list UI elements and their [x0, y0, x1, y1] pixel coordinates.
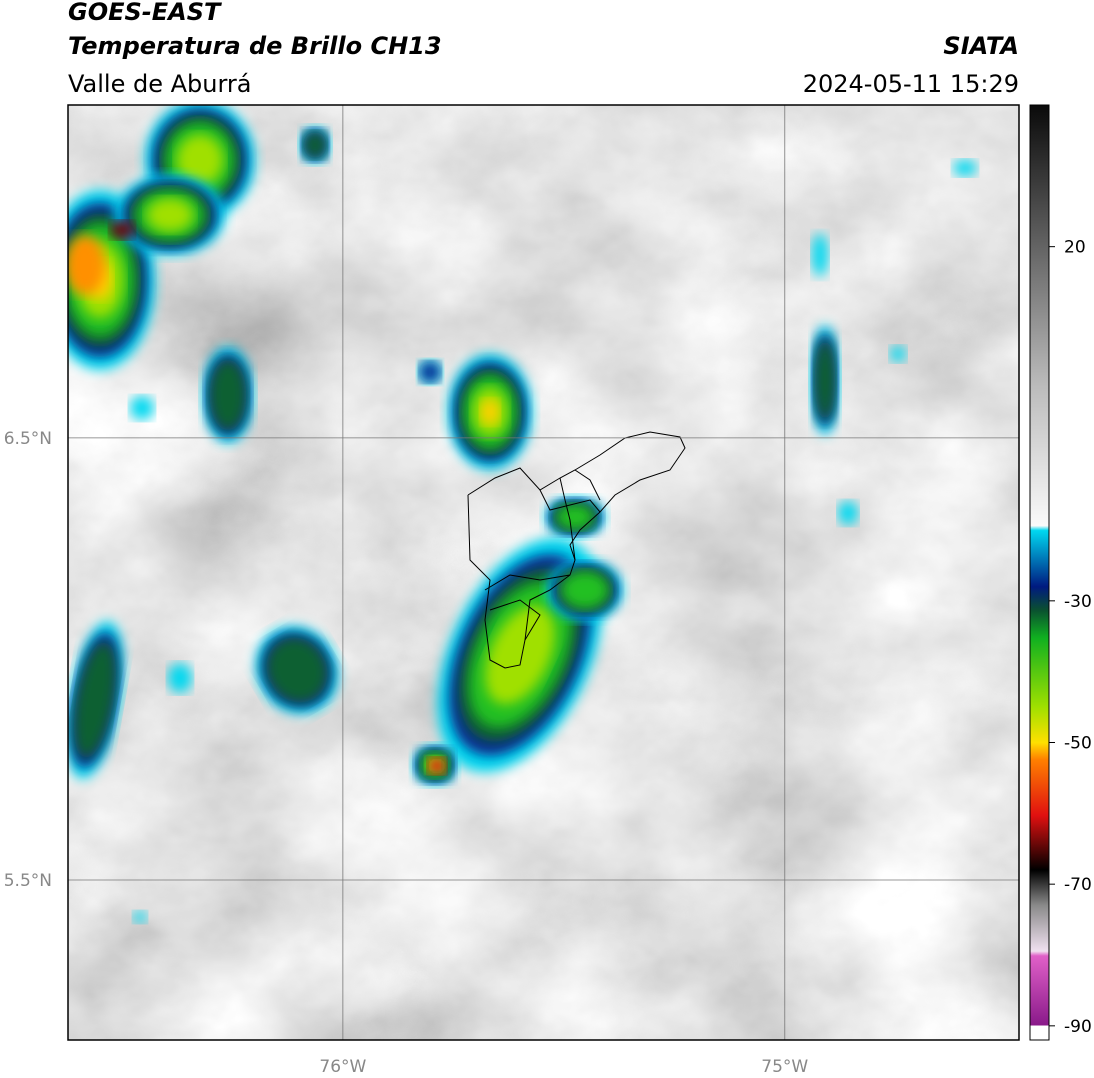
- y-tick-label: 5.5°N: [4, 871, 52, 891]
- cell-core: [428, 758, 446, 774]
- y-tick-label: 6.5°N: [4, 429, 52, 449]
- cell-layer: [130, 396, 154, 420]
- cell-layer: [266, 637, 328, 703]
- cell-core: [110, 221, 134, 239]
- cell-layer: [133, 911, 147, 923]
- colorbar-tick-label: -30: [1064, 592, 1092, 612]
- municipal-boundaries: [467, 431, 686, 669]
- cell-layer: [168, 663, 192, 693]
- colorbar: [1029, 104, 1050, 1041]
- cell-layer: [812, 233, 828, 277]
- cell-layer: [890, 346, 906, 362]
- map: [68, 105, 1019, 1040]
- cell-layer: [953, 160, 977, 176]
- cell-layer: [561, 571, 609, 609]
- colorbar-tick-label: -90: [1064, 1017, 1092, 1037]
- product: Temperatura de Brillo CH13: [68, 32, 442, 60]
- x-tick-label: 75°W: [761, 1057, 808, 1077]
- region: Valle de Aburrá: [68, 70, 252, 98]
- colorbar-tick-label: -70: [1064, 875, 1092, 895]
- x-tick-label: 76°W: [319, 1057, 366, 1077]
- cell-layer: [485, 605, 555, 705]
- convective-cells: [68, 105, 977, 923]
- satellite: GOES-EAST: [68, 0, 222, 26]
- cell-layer: [556, 504, 594, 530]
- graticule: [68, 105, 1019, 1040]
- cell-layer: [176, 134, 224, 186]
- cell-layer: [74, 641, 116, 759]
- cell-layer: [146, 198, 194, 232]
- cell-layer: [209, 359, 247, 431]
- colorbar-tick-label: -50: [1064, 734, 1092, 754]
- cell-layer: [303, 131, 327, 159]
- colorbar-tick-label: 20: [1064, 238, 1086, 258]
- datetime: 2024-05-11 15:29: [803, 70, 1019, 98]
- cell-layer: [814, 339, 836, 421]
- source: SIATA: [943, 32, 1019, 60]
- map-frame: [67, 104, 1020, 1041]
- colorbar-ticks: 20 -30 -50 -70 -90: [1049, 238, 1092, 1037]
- cell-layer: [480, 399, 500, 425]
- cell-core: [68, 235, 105, 295]
- cell-layer: [419, 361, 441, 383]
- cell-layer: [838, 501, 858, 525]
